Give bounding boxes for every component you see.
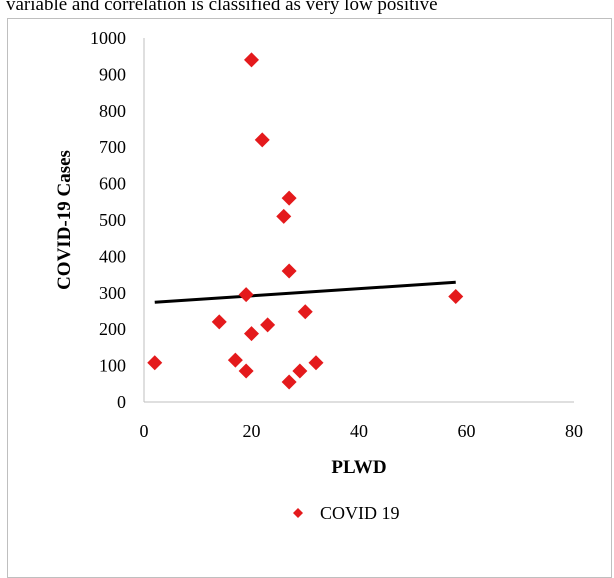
- y-axis-title: COVID-19 Cases: [54, 150, 75, 290]
- y-tick-label: 100: [99, 356, 126, 376]
- x-axis-ticks: 0 20 40 60 80: [140, 421, 584, 441]
- y-tick-label: 700: [99, 137, 126, 157]
- trendline: [154, 280, 456, 304]
- data-point: [211, 314, 227, 330]
- data-point: [244, 326, 259, 342]
- x-axis-title: PLWD: [331, 457, 386, 478]
- y-tick-label: 1000: [90, 28, 126, 48]
- y-tick-label: 900: [99, 64, 126, 84]
- y-tick-label: 300: [99, 283, 126, 303]
- data-point: [147, 355, 163, 371]
- data-point: [260, 317, 276, 333]
- caption-text: variable and correlation is classified a…: [6, 0, 438, 15]
- x-tick-label: 40: [350, 421, 368, 441]
- data-point: [276, 208, 292, 224]
- x-tick-label: 20: [243, 421, 261, 441]
- data-point: [308, 355, 324, 371]
- data-point: [254, 132, 270, 148]
- y-tick-label: 200: [99, 319, 126, 339]
- y-tick-label: 0: [117, 392, 126, 412]
- data-point: [281, 190, 297, 206]
- data-point: [244, 52, 259, 68]
- data-point: [238, 287, 254, 303]
- x-tick-label: 0: [140, 421, 149, 441]
- legend: COVID 19: [293, 503, 400, 523]
- data-point: [292, 363, 308, 379]
- y-tick-label: 400: [99, 246, 126, 266]
- data-point: [448, 288, 464, 304]
- x-tick-label: 80: [565, 421, 583, 441]
- y-tick-label: 500: [99, 210, 126, 230]
- y-tick-label: 600: [99, 174, 126, 194]
- data-point: [281, 263, 297, 279]
- y-axis-ticks: 0 100 200 300 400 500 600 700 800 900 1000: [90, 28, 126, 412]
- data-point: [281, 374, 297, 390]
- data-point: [297, 304, 313, 320]
- data-point: [227, 352, 243, 368]
- scatter-chart: 0 100 200 300 400 500 600 700 800 900 1000 0 20 40 60…: [54, 28, 584, 523]
- data-point: [238, 363, 254, 379]
- legend-label: COVID 19: [320, 503, 400, 523]
- legend-marker-diamond: [293, 508, 303, 518]
- y-tick-label: 800: [99, 101, 126, 121]
- x-tick-label: 60: [458, 421, 476, 441]
- data-points: [147, 52, 464, 390]
